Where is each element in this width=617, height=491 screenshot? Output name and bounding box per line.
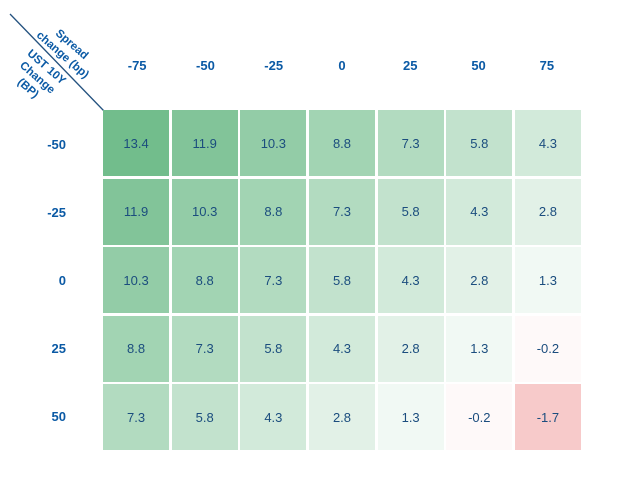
column-header: -25 [264,57,284,73]
heatmap-cell: 1.3 [446,315,513,382]
heatmap-cell: 1.3 [377,384,444,450]
heatmap-cell: 4.3 [240,384,307,450]
column-header: 50 [471,57,486,73]
column-header: 75 [539,57,555,73]
heatmap-cell: 1.3 [514,247,581,313]
heatmap-cell: 2.8 [446,247,513,313]
heatmap-cell: -1.7 [514,384,581,450]
heatmap-cell: 10.3 [240,110,307,176]
heatmap-cell: 5.8 [240,315,307,382]
heatmap-cell: 4.3 [514,110,581,176]
heatmap-cell: 7.3 [240,247,307,313]
diagonal-divider-line [9,13,105,112]
heatmap-cell: 5.8 [171,384,238,450]
heatmap-cell: 13.4 [103,110,170,176]
column-header: -50 [196,57,215,73]
heatmap-cell: 8.8 [240,178,307,245]
heatmap-cell: 7.3 [171,315,238,382]
heatmap-cell: 11.9 [103,178,170,245]
heatmap-cell: 4.3 [446,178,513,245]
heatmap-cell: 4.3 [377,247,444,313]
row-header: -50 [47,136,66,152]
heatmap-cell: 8.8 [308,110,376,176]
row-header: 50 [51,408,66,424]
heatmap-cell: 2.8 [514,178,581,245]
row-header: 0 [58,272,66,288]
heatmap-cell: -0.2 [514,315,581,382]
heatmap-cell: 2.8 [308,384,376,450]
heatmap-cell: 5.8 [446,110,513,176]
corner-header: Spread change (bp) UST 10Y Change (BP) [0,0,112,118]
heatmap-cell: 10.3 [103,247,170,313]
column-header: 0 [338,57,346,73]
heatmap-cell: 8.8 [103,315,170,382]
heatmap-cell: 7.3 [308,178,376,245]
heatmap-cell: 2.8 [377,315,444,382]
heatmap-cell: -0.2 [446,384,513,450]
heatmap-cell: 5.8 [308,247,376,313]
column-header-row: -75 -50 -25 0 25 50 75 [103,54,581,76]
row-header: 25 [51,340,66,356]
row-header: -25 [47,204,66,220]
heatmap-cell: 8.8 [171,247,238,313]
row-header-column: -50 -25 0 25 50 [0,110,66,450]
heatmap-cell: 5.8 [377,178,444,245]
heatmap-cell: 11.9 [171,110,238,176]
heatmap-cell: 4.3 [308,315,376,382]
column-header: -75 [127,57,147,73]
heatmap-cell: 7.3 [377,110,444,176]
heatmap-cell: 10.3 [171,178,238,245]
column-header: 25 [403,57,418,73]
heatmap-grid: 13.4 11.9 10.3 8.8 7.3 5.8 4.3 11.9 10.3 8.8 7.3 5.… [103,110,581,450]
heatmap-cell: 7.3 [103,384,170,450]
